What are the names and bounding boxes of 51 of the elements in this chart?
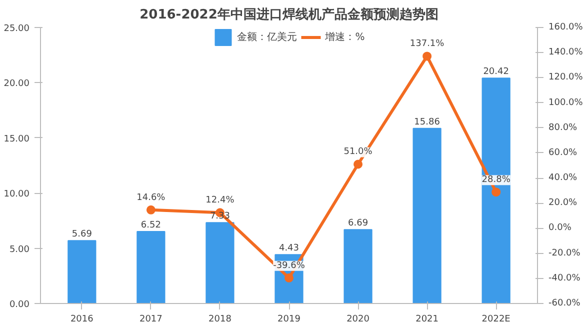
x-tick-label: 2022E bbox=[482, 314, 511, 324]
y2-tick-label: 0.0% bbox=[548, 223, 572, 234]
point bbox=[146, 205, 156, 214]
legend-label: 金额：亿美元 bbox=[237, 30, 298, 44]
bar bbox=[482, 78, 510, 304]
bar bbox=[68, 240, 96, 304]
bar bbox=[206, 222, 234, 304]
data-label: 5.69 bbox=[72, 230, 92, 240]
data-label: 4.43 bbox=[278, 244, 300, 254]
y2-tick-label: 20.0% bbox=[548, 198, 578, 208]
y2-tick-label: 160.0% bbox=[548, 22, 584, 32]
y2-tick-label: -20.0% bbox=[548, 248, 581, 258]
data-label: -39.6% bbox=[273, 260, 306, 271]
y2-tick-label: 120.0% bbox=[548, 72, 584, 83]
y2-tick-label: 80.0% bbox=[548, 122, 578, 133]
bar bbox=[136, 231, 166, 304]
data-label: 51.0% bbox=[344, 147, 373, 158]
y-tick-label: 15.00 bbox=[4, 134, 30, 144]
point bbox=[492, 188, 501, 197]
data-label: 20.42 bbox=[483, 67, 509, 78]
y2-tick-label: 60.0% bbox=[548, 148, 578, 158]
y-tick-label: 5.00 bbox=[9, 244, 30, 255]
chart-title: 2016-2022年中国进口焊线机产品金额预测趋势图 bbox=[140, 6, 438, 22]
x-tick-label: 2019 bbox=[278, 314, 301, 324]
y2-tick-label: 40.0% bbox=[548, 173, 578, 184]
y2-tick-label: 140.0% bbox=[548, 48, 584, 58]
x-tick-label: 2017 bbox=[139, 314, 162, 324]
x-tick-label: 2018 bbox=[208, 314, 232, 324]
legend-label: 增速：% bbox=[325, 30, 365, 44]
y2-tick-label: -60.0% bbox=[548, 298, 581, 308]
data-label: 28.8% bbox=[482, 175, 511, 186]
y-tick-label: 0.00 bbox=[9, 300, 30, 310]
bar bbox=[412, 128, 442, 304]
data-label: 6.52 bbox=[140, 220, 161, 231]
y-tick-label: 10.00 bbox=[4, 190, 30, 200]
y2-tick-label: -40.0% bbox=[548, 273, 581, 284]
x-tick-label: 2020 bbox=[346, 314, 370, 324]
point bbox=[284, 273, 294, 282]
data-label: 137.1% bbox=[410, 39, 445, 50]
y-tick-label: 20.00 bbox=[4, 79, 30, 90]
point bbox=[354, 160, 363, 169]
x-tick-label: 2016 bbox=[70, 314, 94, 324]
y-tick-label: 25.00 bbox=[4, 24, 30, 34]
bar bbox=[344, 229, 372, 304]
data-label: 15.86 bbox=[414, 117, 440, 128]
data-label: 6.69 bbox=[348, 218, 368, 229]
data-label: 12.4% bbox=[206, 196, 235, 206]
data-label: 14.6% bbox=[136, 192, 166, 203]
y2-tick-label: 100.0% bbox=[548, 98, 584, 108]
x-tick-label: 2021 bbox=[416, 314, 439, 324]
point bbox=[422, 52, 432, 61]
